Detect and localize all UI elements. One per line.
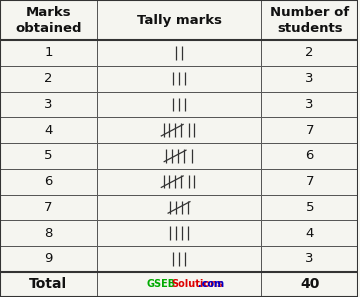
Text: 2: 2 [305, 46, 314, 59]
Text: 7: 7 [305, 124, 314, 137]
Bar [261, 246, 358, 272]
Bar [261, 117, 358, 143]
Bar [97, 40, 261, 66]
Text: 7: 7 [44, 201, 53, 214]
Text: 4: 4 [306, 227, 314, 240]
Bar [261, 66, 358, 91]
Bar [0, 220, 97, 246]
Text: 3: 3 [305, 98, 314, 111]
Text: 7: 7 [305, 175, 314, 188]
Bar [97, 246, 261, 272]
Bar [0, 66, 97, 91]
Text: 6: 6 [306, 149, 314, 162]
Text: 3: 3 [305, 72, 314, 85]
Bar [261, 195, 358, 220]
Bar [97, 66, 261, 91]
Bar [0, 91, 97, 117]
Text: 3: 3 [44, 98, 53, 111]
Bar [0, 272, 97, 297]
Bar [261, 91, 358, 117]
Text: 6: 6 [44, 175, 53, 188]
Text: 9: 9 [44, 252, 53, 266]
Bar [97, 169, 261, 195]
Bar [261, 40, 358, 66]
Text: 2: 2 [44, 72, 53, 85]
Text: Tally marks: Tally marks [136, 14, 221, 26]
Bar [261, 272, 358, 297]
Bar [97, 0, 261, 40]
Bar [261, 220, 358, 246]
Bar [0, 40, 97, 66]
Bar [0, 143, 97, 169]
Bar [0, 195, 97, 220]
Bar [97, 272, 261, 297]
Bar [261, 169, 358, 195]
Text: 4: 4 [44, 124, 53, 137]
Text: GSEB: GSEB [147, 279, 176, 289]
Bar [0, 169, 97, 195]
Bar [97, 91, 261, 117]
Bar [261, 0, 358, 40]
Text: 40: 40 [300, 277, 319, 291]
Text: 1: 1 [44, 46, 53, 59]
Bar [261, 143, 358, 169]
Text: Number of
students: Number of students [270, 6, 349, 34]
Text: 3: 3 [305, 252, 314, 266]
Text: 8: 8 [44, 227, 53, 240]
Bar [97, 220, 261, 246]
Text: 5: 5 [305, 201, 314, 214]
Bar [0, 117, 97, 143]
Text: Marks
obtained: Marks obtained [15, 6, 82, 34]
Bar [0, 0, 97, 40]
Bar [97, 117, 261, 143]
Bar [0, 246, 97, 272]
Text: 5: 5 [44, 149, 53, 162]
Text: Total: Total [29, 277, 67, 291]
Text: .com: .com [198, 279, 224, 289]
Bar [97, 195, 261, 220]
Bar [97, 143, 261, 169]
Text: Solutions: Solutions [171, 279, 223, 289]
